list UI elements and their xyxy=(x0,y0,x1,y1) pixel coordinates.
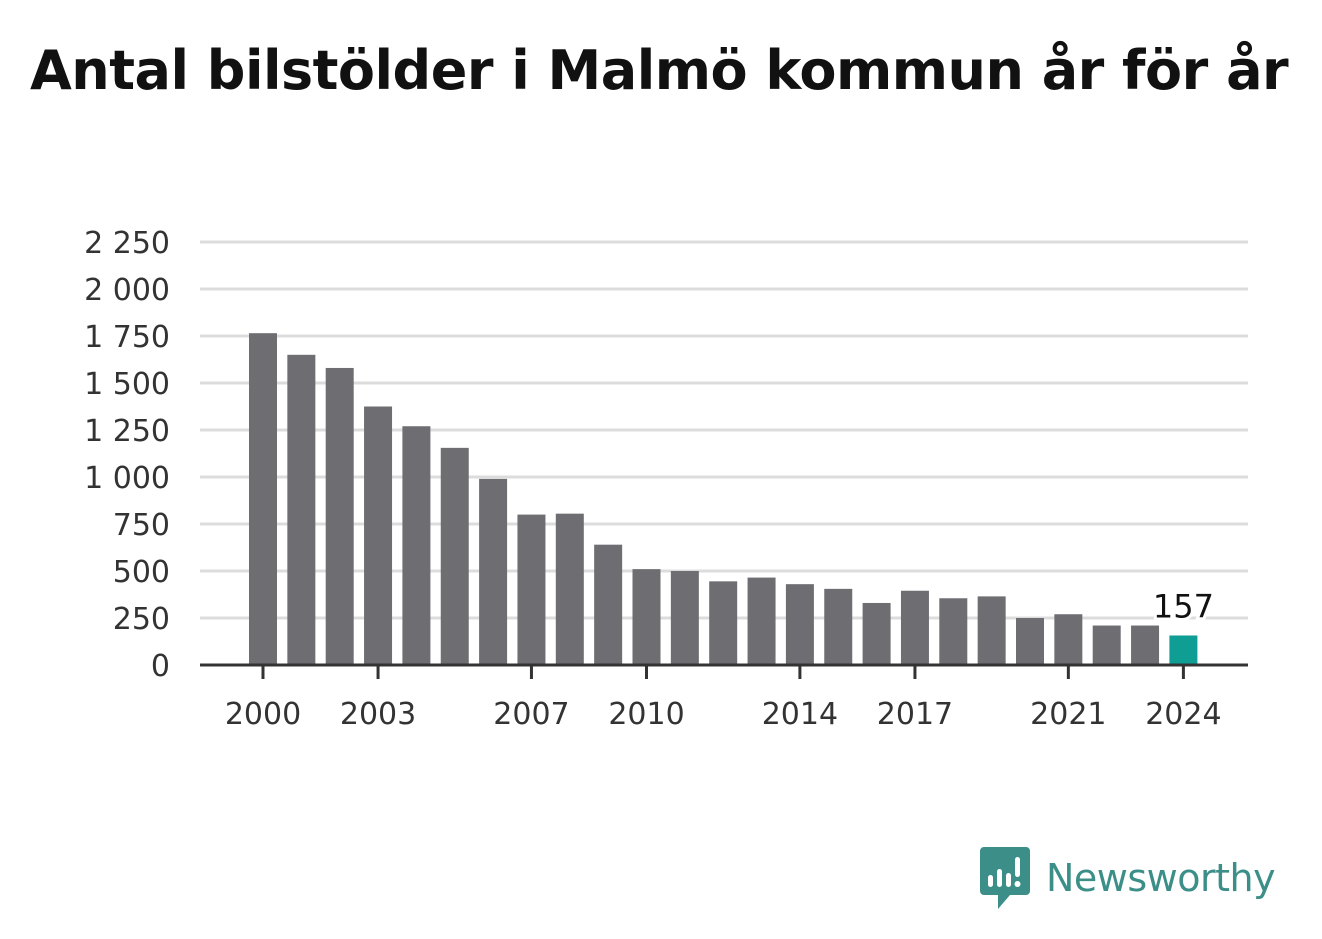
y-tick-label: 250 xyxy=(113,602,170,637)
bars xyxy=(249,333,1198,665)
bar-2016 xyxy=(862,602,891,665)
x-tick-label: 2003 xyxy=(340,697,416,732)
y-axis-tick-labels: 0 250 500 750 1 000 1 250 1 500 1 750 2 000 2 250 xyxy=(84,226,170,684)
bar-2011 xyxy=(670,571,699,665)
brand-name: Newsworthy xyxy=(1046,856,1276,900)
y-tick-label: 2 000 xyxy=(84,273,170,308)
bar-2017 xyxy=(900,590,929,665)
chart-title: Antal bilstölder i Malmö kommun år för å… xyxy=(30,39,1289,102)
y-tick-label: 0 xyxy=(151,649,170,684)
y-tick-label: 1 250 xyxy=(84,414,170,449)
bar-2022 xyxy=(1092,625,1121,665)
bar-2004 xyxy=(402,426,431,665)
bar-2023 xyxy=(1131,625,1160,665)
bar-2008 xyxy=(555,513,584,665)
bar-2024 xyxy=(1169,635,1198,665)
y-tick-label: 1 750 xyxy=(84,320,170,355)
bar-2002 xyxy=(325,367,354,665)
bar-2006 xyxy=(479,478,508,665)
gridlines xyxy=(200,240,1248,620)
bar-2020 xyxy=(1016,618,1044,665)
annotations: 157 xyxy=(1150,584,1217,628)
x-tick-label: 2017 xyxy=(877,697,953,732)
bar-2000 xyxy=(249,333,277,665)
x-tick-label: 2021 xyxy=(1030,697,1106,732)
bar-2001 xyxy=(287,354,316,665)
bar-2015 xyxy=(824,588,853,665)
bar-2019 xyxy=(977,596,1006,665)
bar-2012 xyxy=(709,581,738,665)
bar-2014 xyxy=(785,584,814,665)
y-tick-label: 1 000 xyxy=(84,461,170,496)
y-tick-label: 500 xyxy=(113,555,170,590)
bar-2013 xyxy=(747,577,776,665)
bar-2009 xyxy=(594,544,623,665)
y-tick-label: 2 250 xyxy=(84,226,170,261)
value-label-2024: 157 xyxy=(1153,587,1214,625)
x-tick-label: 2010 xyxy=(608,697,684,732)
newsworthy-brand: Newsworthy xyxy=(980,846,1276,910)
x-tick-label: 2024 xyxy=(1145,697,1221,732)
newsworthy-logo-icon xyxy=(980,847,1030,909)
x-tick-label: 2014 xyxy=(762,697,838,732)
bar-2018 xyxy=(939,598,968,665)
x-tick-label: 2000 xyxy=(225,697,301,732)
x-axis-ticks: 2000 2003 2007 2010 2014 2017 2021 2024 xyxy=(225,665,1222,732)
bar-2005 xyxy=(440,447,469,665)
x-tick-label: 2007 xyxy=(493,697,569,732)
bar-2003 xyxy=(364,406,393,665)
y-tick-label: 1 500 xyxy=(84,367,170,402)
bar-2010 xyxy=(632,569,661,665)
bar-2021 xyxy=(1054,614,1083,665)
y-tick-label: 750 xyxy=(113,508,170,543)
bar-2007 xyxy=(517,514,546,665)
